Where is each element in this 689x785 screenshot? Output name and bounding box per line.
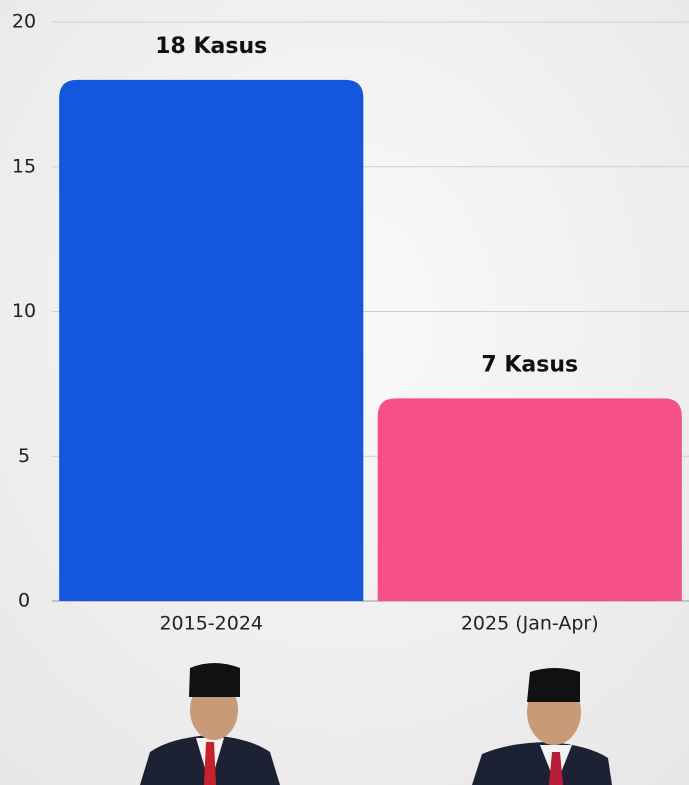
y-tick-label: 5 xyxy=(18,445,30,467)
value-label: 18 Kasus xyxy=(155,34,267,59)
y-tick-label: 0 xyxy=(18,590,30,612)
value-label: 7 Kasus xyxy=(481,352,578,377)
bar xyxy=(378,398,682,601)
y-tick-label: 15 xyxy=(12,155,36,177)
y-tick-label: 20 xyxy=(12,11,36,33)
x-tick-label: 2015-2024 xyxy=(159,613,263,635)
x-tick-label: 2025 (Jan-Apr) xyxy=(461,613,599,635)
chart: 0 5 10 15 20 18 Kasus 2015-2024 7 Kasus 2025 (Ja… xyxy=(0,0,689,785)
bar xyxy=(59,80,363,601)
y-tick-label: 10 xyxy=(12,300,36,322)
